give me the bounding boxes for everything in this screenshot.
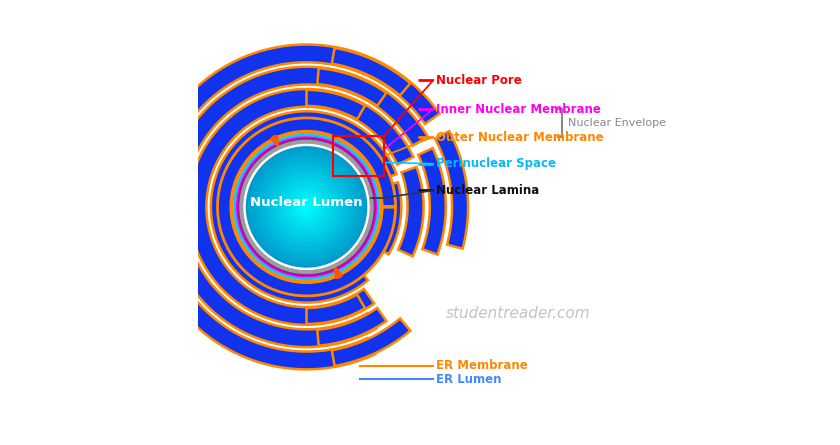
Circle shape — [275, 175, 339, 239]
Circle shape — [295, 195, 318, 219]
Text: ER Lumen: ER Lumen — [436, 372, 501, 386]
Polygon shape — [332, 318, 411, 366]
Circle shape — [281, 181, 333, 233]
Circle shape — [274, 174, 339, 240]
Circle shape — [297, 198, 316, 216]
Circle shape — [290, 190, 323, 224]
Polygon shape — [318, 308, 386, 346]
Circle shape — [260, 161, 353, 253]
Circle shape — [249, 150, 364, 264]
Polygon shape — [418, 148, 446, 255]
Circle shape — [301, 201, 312, 213]
Polygon shape — [211, 111, 396, 303]
Circle shape — [262, 163, 350, 251]
Circle shape — [293, 194, 319, 220]
Circle shape — [267, 168, 345, 246]
Circle shape — [302, 202, 312, 212]
Circle shape — [276, 177, 337, 237]
Circle shape — [260, 160, 354, 254]
Circle shape — [280, 180, 333, 234]
Text: studentreader.com: studentreader.com — [445, 306, 591, 321]
Polygon shape — [307, 295, 365, 324]
Circle shape — [246, 147, 366, 267]
Text: Outer Nuclear Membrane: Outer Nuclear Membrane — [436, 130, 603, 144]
Circle shape — [259, 159, 354, 255]
Circle shape — [283, 184, 329, 230]
Circle shape — [255, 156, 358, 258]
Circle shape — [250, 151, 363, 263]
Circle shape — [261, 162, 352, 252]
Circle shape — [302, 203, 311, 211]
Circle shape — [300, 200, 313, 214]
Circle shape — [255, 155, 359, 259]
Polygon shape — [144, 44, 439, 369]
Circle shape — [249, 149, 365, 265]
Circle shape — [286, 187, 327, 227]
Polygon shape — [189, 89, 413, 325]
Circle shape — [265, 166, 348, 248]
Circle shape — [291, 191, 323, 223]
Circle shape — [270, 170, 344, 244]
Polygon shape — [318, 68, 386, 106]
Circle shape — [287, 188, 326, 226]
Circle shape — [286, 186, 328, 228]
Circle shape — [279, 179, 334, 235]
Circle shape — [248, 148, 365, 266]
Polygon shape — [218, 118, 396, 296]
Circle shape — [296, 196, 318, 218]
Circle shape — [281, 182, 332, 232]
Polygon shape — [307, 90, 365, 119]
Circle shape — [270, 171, 343, 243]
Circle shape — [266, 167, 347, 247]
Polygon shape — [375, 182, 402, 254]
Circle shape — [271, 172, 342, 242]
Text: Nuclear Envelope: Nuclear Envelope — [568, 118, 666, 128]
Circle shape — [276, 176, 338, 238]
Circle shape — [258, 158, 355, 256]
Circle shape — [254, 154, 360, 260]
Circle shape — [282, 183, 331, 231]
Circle shape — [292, 193, 321, 221]
Circle shape — [265, 165, 349, 249]
Circle shape — [251, 152, 361, 262]
Circle shape — [272, 173, 340, 241]
Polygon shape — [332, 48, 411, 96]
Text: Perinuclear Space: Perinuclear Space — [436, 157, 555, 170]
Polygon shape — [166, 67, 428, 347]
Text: Inner Nuclear Membrane: Inner Nuclear Membrane — [436, 102, 601, 116]
Polygon shape — [398, 167, 423, 256]
Bar — [333, 136, 385, 176]
Circle shape — [303, 204, 309, 210]
Circle shape — [277, 178, 335, 236]
Text: ER Membrane: ER Membrane — [436, 359, 528, 372]
Circle shape — [264, 164, 349, 250]
Circle shape — [306, 206, 307, 208]
Circle shape — [297, 197, 317, 217]
Text: Nuclear Pore: Nuclear Pore — [436, 73, 522, 87]
Text: Nuclear Lumen: Nuclear Lumen — [250, 196, 363, 209]
Circle shape — [285, 185, 328, 229]
Circle shape — [298, 199, 314, 215]
Circle shape — [291, 192, 322, 222]
Text: Nuclear Lamina: Nuclear Lamina — [436, 184, 538, 197]
Circle shape — [269, 169, 344, 245]
Circle shape — [256, 157, 357, 257]
Polygon shape — [435, 131, 468, 249]
Circle shape — [305, 205, 308, 209]
Circle shape — [253, 153, 360, 261]
Circle shape — [288, 189, 324, 225]
